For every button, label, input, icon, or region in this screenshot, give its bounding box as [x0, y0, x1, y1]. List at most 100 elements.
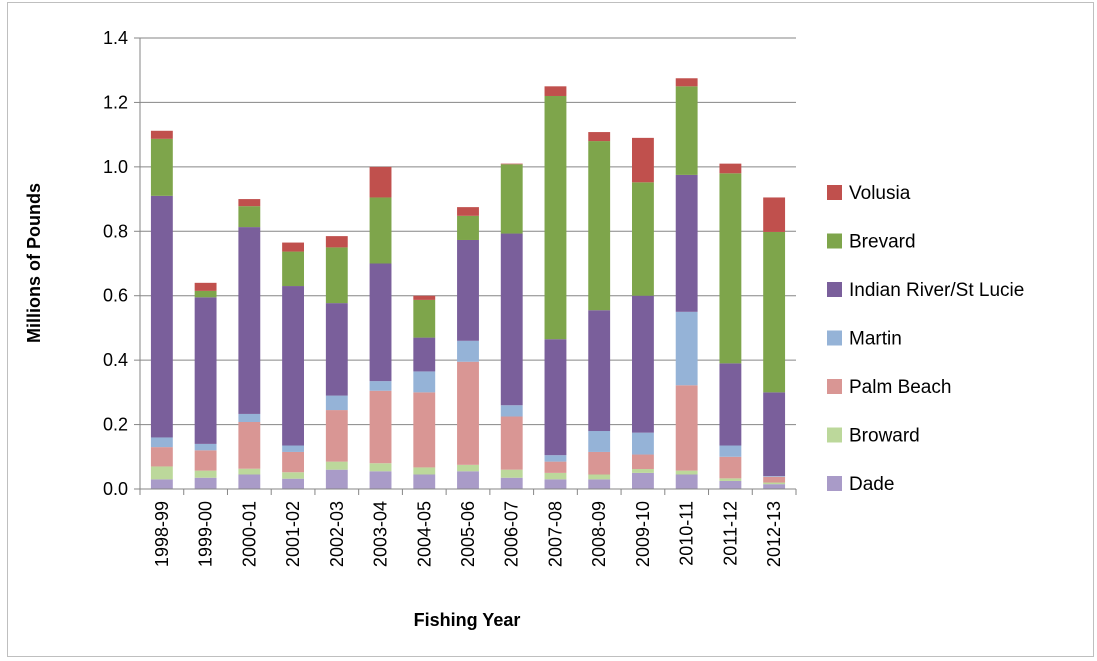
bar-segment: [238, 474, 261, 489]
bar-segment: [632, 295, 654, 433]
bar-segment: [588, 474, 611, 480]
bar-segment: [194, 297, 217, 444]
legend-label: Brevard: [849, 232, 916, 253]
bar-segment: [325, 410, 348, 462]
legend-swatch: [827, 185, 842, 200]
bar-segment: [369, 263, 392, 382]
legend-swatch: [827, 282, 842, 297]
legend: Volusia Brevard Indian River/St Lucie Marti…: [827, 183, 1024, 495]
legend-label: Martin: [849, 329, 902, 350]
y-tick-label: 0.0: [103, 479, 128, 499]
y-tick-label: 0.2: [103, 415, 128, 435]
bar-segment: [763, 484, 786, 489]
bar-segment: [588, 141, 611, 311]
bar-segment: [544, 95, 567, 340]
legend-swatch: [827, 427, 842, 443]
x-tick-label: 2004-05: [414, 501, 434, 567]
bar-segment: [544, 455, 567, 462]
x-tick-label: 2008-09: [589, 501, 609, 567]
bar-segment: [282, 251, 304, 287]
bar-segment: [238, 206, 261, 228]
bar-segment: [238, 199, 261, 207]
bar-segment: [632, 182, 654, 296]
legend-label: Broward: [849, 426, 920, 447]
bar-segment: [763, 392, 786, 477]
bar-segment: [763, 476, 786, 483]
bar-segment: [457, 215, 479, 240]
y-tick-label: 0.8: [103, 221, 128, 241]
bar-segment: [500, 405, 523, 417]
bar-segment: [719, 480, 742, 489]
y-tick-label: 1.0: [103, 157, 128, 177]
bar-segment: [544, 479, 567, 489]
legend-swatch: [827, 233, 842, 249]
x-tick-label: 1998-99: [152, 501, 172, 567]
bar-segment: [588, 310, 611, 432]
bar-segment: [282, 451, 304, 473]
bar-segment: [194, 290, 217, 298]
bar-segment: [632, 469, 654, 473]
bar-segment: [325, 247, 348, 304]
bar-segment: [719, 363, 742, 446]
bar-segment: [194, 450, 217, 471]
x-tick-label: 2002-03: [327, 501, 347, 567]
bar-segment: [588, 479, 611, 489]
bar-segment: [763, 197, 786, 232]
bar-segment: [369, 463, 392, 472]
bar-segment: [544, 86, 567, 96]
bar-segment: [282, 472, 304, 479]
bar-segment: [588, 431, 611, 452]
bar-segment: [413, 392, 436, 468]
bar-segment: [588, 451, 611, 475]
bar-segment: [500, 469, 523, 478]
bar-segment: [150, 195, 173, 438]
bar-segment: [719, 456, 742, 479]
x-tick-label: 1999-00: [196, 501, 216, 567]
x-tick-label: 2006-07: [502, 501, 522, 567]
x-tick-label: 2010-11: [677, 501, 697, 566]
legend-label: Dade: [849, 474, 894, 495]
bars: [150, 78, 786, 489]
bar-segment: [457, 239, 479, 341]
legend-swatch: [827, 379, 842, 394]
bar-segment: [457, 340, 479, 362]
y-tick-label: 0.6: [103, 286, 128, 306]
y-axis-title: Millions of Pounds: [24, 183, 44, 343]
bar-segment: [457, 361, 479, 465]
x-tick-label: 2005-06: [458, 501, 478, 567]
bar-segment: [282, 286, 304, 446]
bar-segment: [369, 197, 392, 264]
bar-segment: [282, 242, 304, 252]
bar-segment: [632, 432, 654, 455]
bar-segment: [150, 437, 173, 448]
bar-segment: [413, 295, 436, 300]
bar-segment: [194, 477, 217, 489]
bar-segment: [238, 468, 261, 475]
bar-segment: [500, 416, 523, 470]
bar-segment: [675, 385, 698, 471]
bar-segment: [719, 173, 742, 364]
bar-segment: [675, 174, 698, 312]
bar-segment: [238, 227, 261, 414]
bar-segment: [675, 311, 698, 386]
x-tick-label: 2011-12: [720, 501, 740, 566]
bar-segment: [500, 477, 523, 489]
bar-segment: [544, 339, 567, 456]
bar-segment: [632, 472, 654, 489]
bar-segment: [325, 303, 348, 396]
bar-segment: [500, 164, 523, 234]
x-tick-label: 2009-10: [633, 501, 653, 567]
bar-segment: [719, 445, 742, 457]
bar-segment: [500, 233, 523, 406]
legend-label: Indian River/St Lucie: [849, 280, 1024, 301]
bar-segment: [325, 395, 348, 411]
bar-segment: [457, 207, 479, 216]
bar-segment: [457, 471, 479, 489]
y-tick-label: 1.2: [103, 92, 128, 112]
bar-segment: [150, 447, 173, 467]
x-tick-label: 2001-02: [283, 501, 303, 567]
bar-segment: [719, 478, 742, 481]
bar-segment: [238, 413, 261, 422]
x-tick-label: 2003-04: [371, 501, 391, 567]
bar-segment: [369, 166, 392, 198]
